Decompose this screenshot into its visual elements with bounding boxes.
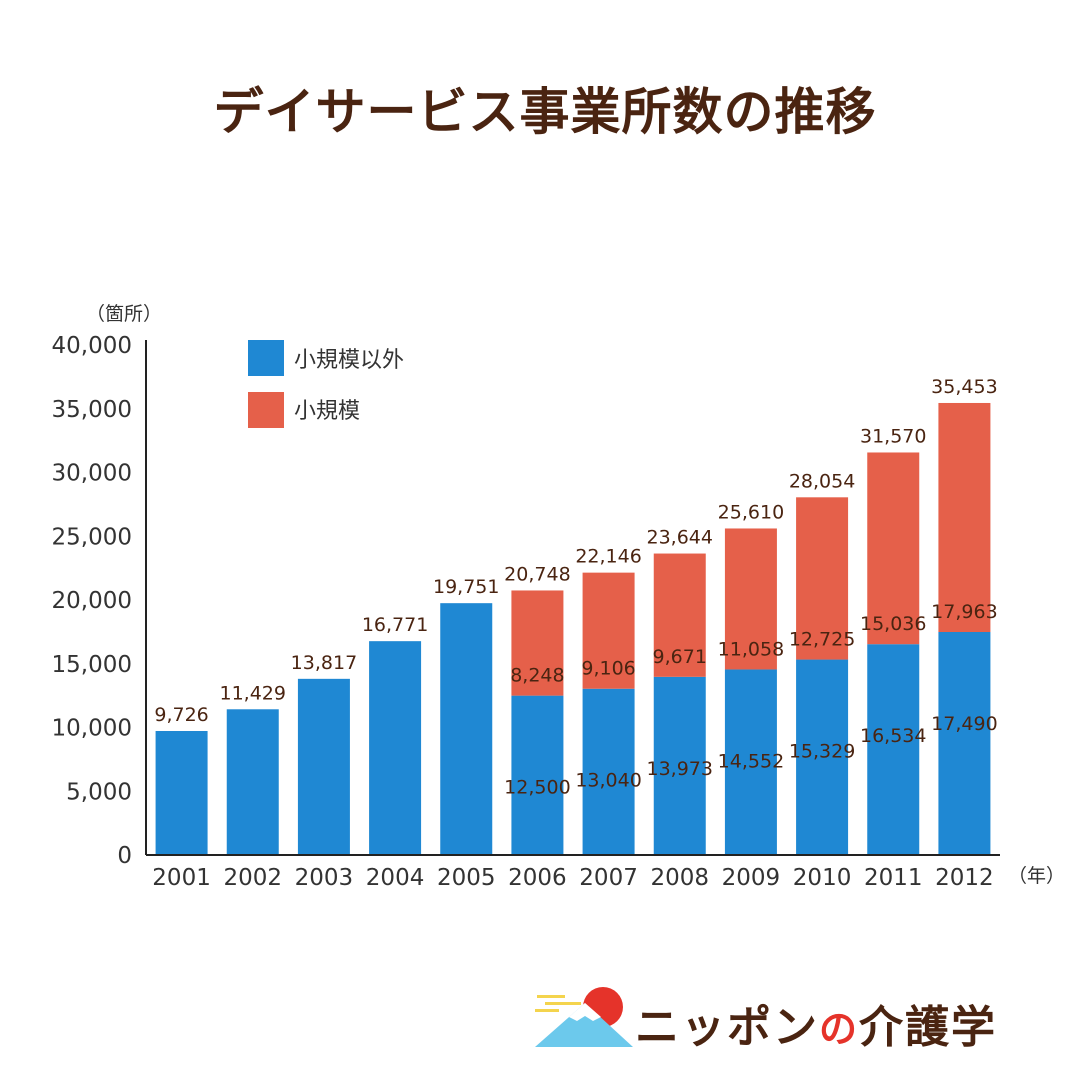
x-tick-label: 2010	[793, 865, 852, 891]
total-label: 22,146	[575, 546, 641, 568]
y-axis-unit: （箇所）	[86, 303, 162, 325]
logo-text-no: の	[819, 1007, 860, 1051]
bar-segment	[938, 632, 991, 855]
bar-segment	[297, 678, 350, 855]
bar-segment	[796, 659, 849, 855]
chart-title: デイサービス事業所数の推移	[213, 83, 877, 141]
segment-label: 15,036	[860, 613, 926, 635]
bar-segment	[938, 402, 991, 633]
y-tick-label: 35,000	[52, 397, 132, 423]
total-label: 23,644	[647, 527, 713, 549]
legend-swatch-small	[248, 392, 284, 428]
bar-segment	[440, 603, 493, 855]
segment-label: 16,534	[860, 725, 926, 747]
total-labels: 9,726 11,42913,81716,77119,75120,74822,14…	[154, 376, 997, 726]
bar-segment	[369, 641, 422, 855]
bars	[155, 402, 991, 855]
legend-label-large: 小規模以外	[294, 348, 404, 373]
segment-label: 12,725	[789, 629, 855, 651]
x-tick-label: 2006	[508, 865, 567, 891]
x-tick-label: 2003	[295, 865, 354, 891]
total-label: 25,610	[718, 501, 784, 523]
bar-segment	[653, 676, 706, 855]
y-tick-label: 30,000	[52, 461, 132, 487]
total-label: 11,429	[220, 682, 286, 704]
x-tick-label: 2009	[722, 865, 781, 891]
bar-segment	[155, 730, 208, 855]
bar-segment	[582, 688, 635, 855]
x-tick-label: 2008	[650, 865, 709, 891]
segment-label: 11,058	[718, 638, 784, 660]
y-tick-label: 40,000	[52, 333, 132, 359]
bar-segment	[511, 590, 564, 696]
total-label: 16,771	[362, 614, 428, 636]
segment-label: 17,963	[931, 601, 997, 623]
segment-label: 13,040	[575, 770, 641, 792]
bar-segment	[867, 452, 920, 645]
segment-label: 12,500	[504, 777, 570, 799]
x-tick-label: 2011	[864, 865, 923, 891]
segment-label: 9,671	[653, 646, 707, 668]
segment-label: 17,490	[931, 713, 997, 735]
logo-text-b: 介護学	[859, 1002, 998, 1053]
logo-text-a: ニッポン	[635, 1002, 819, 1053]
total-label: 13,817	[291, 652, 357, 674]
x-tick-label: 2012	[935, 865, 994, 891]
x-axis-ticks: 2001 2002 2003 2004 2005 2006 2007 2008 2009 2010…	[152, 865, 993, 891]
total-label: 28,054	[789, 470, 855, 492]
bar-segment	[511, 695, 564, 855]
y-tick-label: 15,000	[52, 652, 132, 678]
x-tick-label: 2004	[366, 865, 425, 891]
mount-fuji-icon	[535, 987, 633, 1047]
segment-label: 9,106	[581, 658, 635, 680]
x-tick-label: 2001	[152, 865, 211, 891]
bar-segment	[582, 572, 635, 689]
x-tick-label: 2007	[579, 865, 638, 891]
y-tick-label: 20,000	[52, 588, 132, 614]
y-axis-ticks: 0 5,000 10,000 15,000 20,000 25,000 30,000 35,0…	[52, 333, 132, 869]
bar-segment	[867, 644, 920, 855]
segment-label: 14,552	[718, 750, 784, 772]
total-label: 9,726	[154, 704, 208, 726]
logo: ニッポンの介護学	[535, 985, 1075, 1055]
y-tick-label: 25,000	[52, 524, 132, 550]
bar-segment	[796, 497, 849, 660]
bar-segment	[653, 553, 706, 677]
logo-text: ニッポンの介護学	[635, 991, 997, 1055]
segment-label: 15,329	[789, 741, 855, 763]
legend-swatch-large	[248, 340, 284, 376]
y-tick-label: 0	[117, 843, 132, 869]
bar-segment	[226, 709, 279, 855]
segment-label: 13,973	[647, 758, 713, 780]
x-axis-unit: （年）	[1008, 865, 1065, 887]
total-label: 20,748	[504, 563, 570, 585]
x-tick-label: 2005	[437, 865, 496, 891]
legend: 小規模以外 小規模	[248, 340, 404, 428]
total-label: 35,453	[931, 376, 997, 398]
y-tick-label: 5,000	[66, 779, 132, 805]
total-label: 31,570	[860, 425, 926, 447]
legend-label-small: 小規模	[294, 399, 360, 424]
segment-labels: 12,5008,24813,0409,10613,9739,67114,5521…	[504, 601, 997, 799]
total-label: 19,751	[433, 576, 499, 598]
x-tick-label: 2002	[223, 865, 282, 891]
bar-segment	[724, 528, 777, 670]
bar-segment	[724, 669, 777, 855]
segment-label: 8,248	[510, 665, 564, 687]
y-tick-label: 10,000	[52, 716, 132, 742]
